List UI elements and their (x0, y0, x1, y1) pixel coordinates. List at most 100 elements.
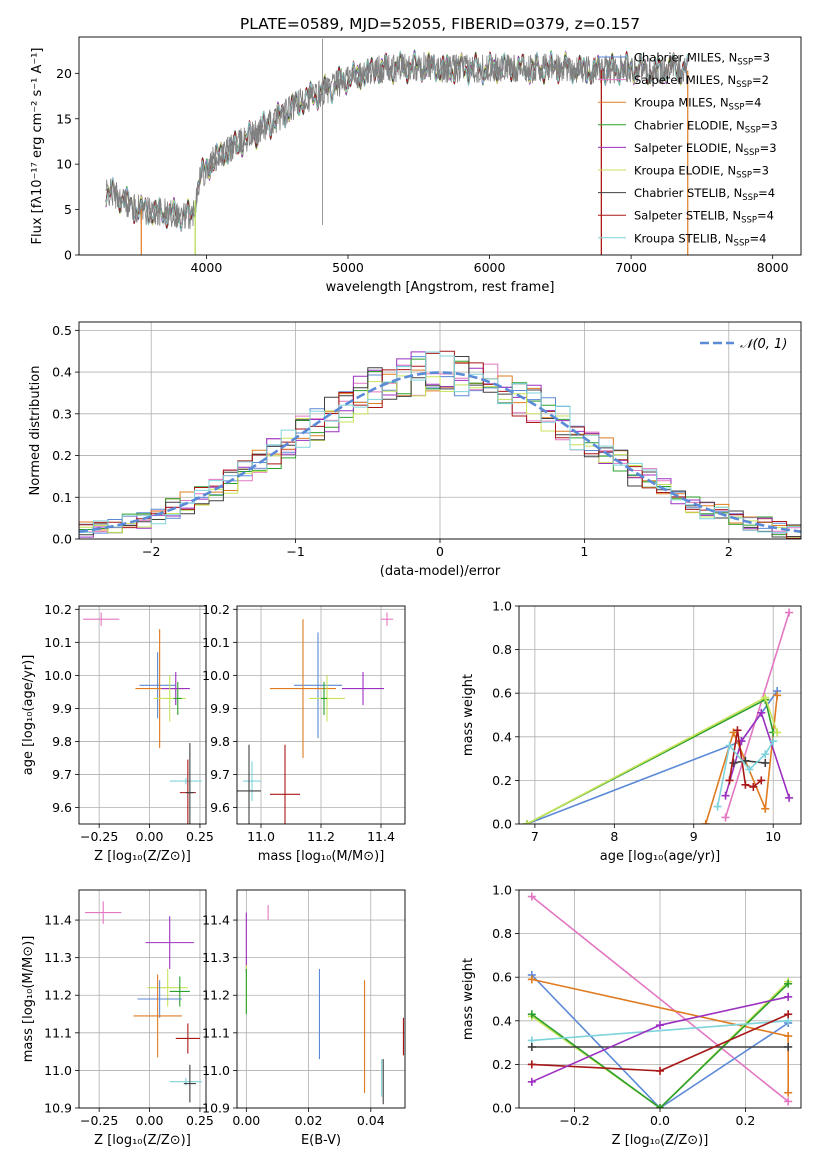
weight-marker-ce (527, 1010, 536, 1019)
y-axis-label: Normed distribution (28, 366, 43, 496)
y-tick-label: 0.4 (492, 729, 512, 744)
panel-age_vs_Z: −0.25 0.00 0.25 9.6 9.7 9.8 9.9 10.0 10.1 10.2 Z [… (21, 602, 214, 864)
errorbar-point-km (133, 974, 182, 1058)
y-tick-label: 10.1 (44, 635, 72, 650)
errorbar-point-sm (83, 612, 120, 626)
y-tick-label: 5 (64, 202, 72, 217)
errorbar-point-se (145, 916, 194, 969)
axes-frame (236, 605, 406, 825)
weight-marker-ss (784, 1010, 793, 1019)
y-tick-label: 0.0 (492, 1101, 512, 1116)
x-tick-label: 8 (610, 829, 618, 844)
weight-marker-sm (784, 1097, 793, 1106)
legend-label-normal: 𝒩(0, 1) (740, 337, 787, 352)
x-tick-label: 0.02 (295, 1113, 323, 1128)
weight-marker-ss (749, 782, 758, 791)
y-axis-label: age [log₁₀(age/yr)] (21, 655, 36, 776)
y-tick-label: 10.1 (202, 635, 230, 650)
plot-area (245, 905, 404, 1105)
x-tick-label: 0.2 (736, 1113, 756, 1128)
legend-label-ks: Kroupa STELIB, NSSP=4 (634, 231, 766, 248)
axes-frame (78, 321, 802, 540)
y-tick-label: 10.2 (44, 602, 72, 617)
errorbar-point-se (161, 672, 190, 706)
y-tick-label: 0.2 (492, 1057, 512, 1072)
x-tick-label: 11.2 (307, 829, 335, 844)
plot-area (85, 901, 202, 1103)
y-tick-label: 9.9 (52, 701, 72, 716)
weight-marker-sm (527, 892, 536, 901)
observed-spectrum (105, 52, 688, 230)
legend-label-ke: Kroupa ELODIE, NSSP=3 (634, 164, 769, 181)
errorbar-point-ks (169, 777, 202, 785)
y-tick-label: 11.3 (44, 950, 72, 965)
weight-marker-km (784, 1032, 793, 1041)
y-tick-label: 0.5 (52, 323, 72, 338)
errorbar-point-ce (321, 681, 327, 715)
x-axis-label: wavelength [Angstrom, rest frame] (326, 280, 555, 295)
y-tick-label: 1.0 (492, 883, 512, 898)
y-tick-label: 0.1 (52, 490, 72, 505)
errorbar-point-km (270, 619, 336, 758)
weight-marker-ss (527, 1060, 536, 1069)
y-tick-label: 0.0 (492, 817, 512, 832)
y-tick-label: 11.0 (202, 1063, 230, 1078)
weight-marker-sm (785, 608, 794, 617)
y-tick-label: 11.4 (44, 913, 72, 928)
y-tick-label: 9.8 (52, 734, 72, 749)
weight-marker-ke (522, 820, 531, 824)
axes-frame (78, 605, 207, 825)
y-tick-label: 10.9 (202, 1101, 230, 1116)
y-tick-label: 1.0 (492, 599, 512, 614)
y-tick-label: 0.4 (52, 365, 72, 380)
x-tick-label: −0.25 (80, 1113, 118, 1128)
panel-spectrum: 4000 5000 6000 7000 8000 0 5 10 15 20 wavelength [… (30, 36, 802, 295)
x-tick-label: 0.25 (186, 829, 214, 844)
x-tick-label: 0 (436, 544, 444, 559)
weight-marker-km (773, 691, 782, 700)
y-tick-label: 10.9 (44, 1101, 72, 1116)
y-tick-label: 0.0 (52, 532, 72, 547)
panel-mass_vs_ebv: 0.00 0.02 0.04 10.9 11.0 11.1 11.2 11.3 11.4 E(B-… (202, 889, 406, 1148)
x-tick-label: 0.25 (186, 1113, 214, 1128)
y-tick-label: 11.4 (202, 913, 230, 928)
y-tick-label: 11.1 (44, 1025, 72, 1040)
y-tick-label: 0.2 (52, 448, 72, 463)
plot-area (83, 612, 202, 824)
errorbar-point-ce (173, 681, 182, 715)
errorbar-point-se (342, 672, 384, 706)
axes-frame (518, 605, 802, 825)
x-axis-label: age [log₁₀(age/yr)] (600, 849, 721, 864)
x-tick-label: 0.04 (357, 1113, 385, 1128)
axes-frame (236, 889, 406, 1109)
y-tick-label: 0.2 (492, 773, 512, 788)
y-tick-label: 9.9 (210, 701, 230, 716)
panel-mass_vs_Z: −0.25 0.00 0.25 10.9 11.0 11.1 11.2 11.3 11.4 Z [… (21, 889, 214, 1148)
panel-residuals: −2 −1 0 1 2 0.0 0.1 0.2 0.3 0.4 0.5 (data-model)/er… (28, 321, 802, 579)
weight-marker-ss (741, 780, 750, 789)
plot-area (237, 612, 393, 824)
errorbar-point-ks (243, 761, 261, 801)
x-tick-label: 5000 (332, 260, 364, 275)
weight-line-sm (724, 612, 790, 818)
x-tick-label: 4000 (191, 260, 223, 275)
x-tick-label: 2 (725, 544, 733, 559)
y-axis-label: Flux [fλ10⁻¹⁷ erg cm⁻² s⁻¹ A⁻¹] (30, 48, 45, 245)
y-tick-label: 0.8 (492, 926, 512, 941)
weight-marker-ks (713, 802, 722, 811)
x-tick-label: −1 (286, 544, 304, 559)
x-tick-label: 0.00 (136, 829, 164, 844)
weight-line-ks (531, 1020, 789, 1042)
x-tick-label: −2 (142, 544, 160, 559)
weight-marker-se (721, 791, 730, 800)
weight-marker-km (761, 804, 770, 813)
y-tick-label: 0.6 (492, 970, 512, 985)
axes-frame (78, 889, 207, 1109)
weight-marker-ke (761, 693, 770, 702)
weight-marker-se (784, 992, 793, 1001)
y-tick-label: 0.6 (492, 686, 512, 701)
y-tick-label: 15 (56, 111, 72, 126)
errorbar-point-sm (381, 612, 393, 626)
errorbar-point-cm (294, 632, 342, 739)
legend: 𝒩(0, 1) (700, 337, 787, 352)
